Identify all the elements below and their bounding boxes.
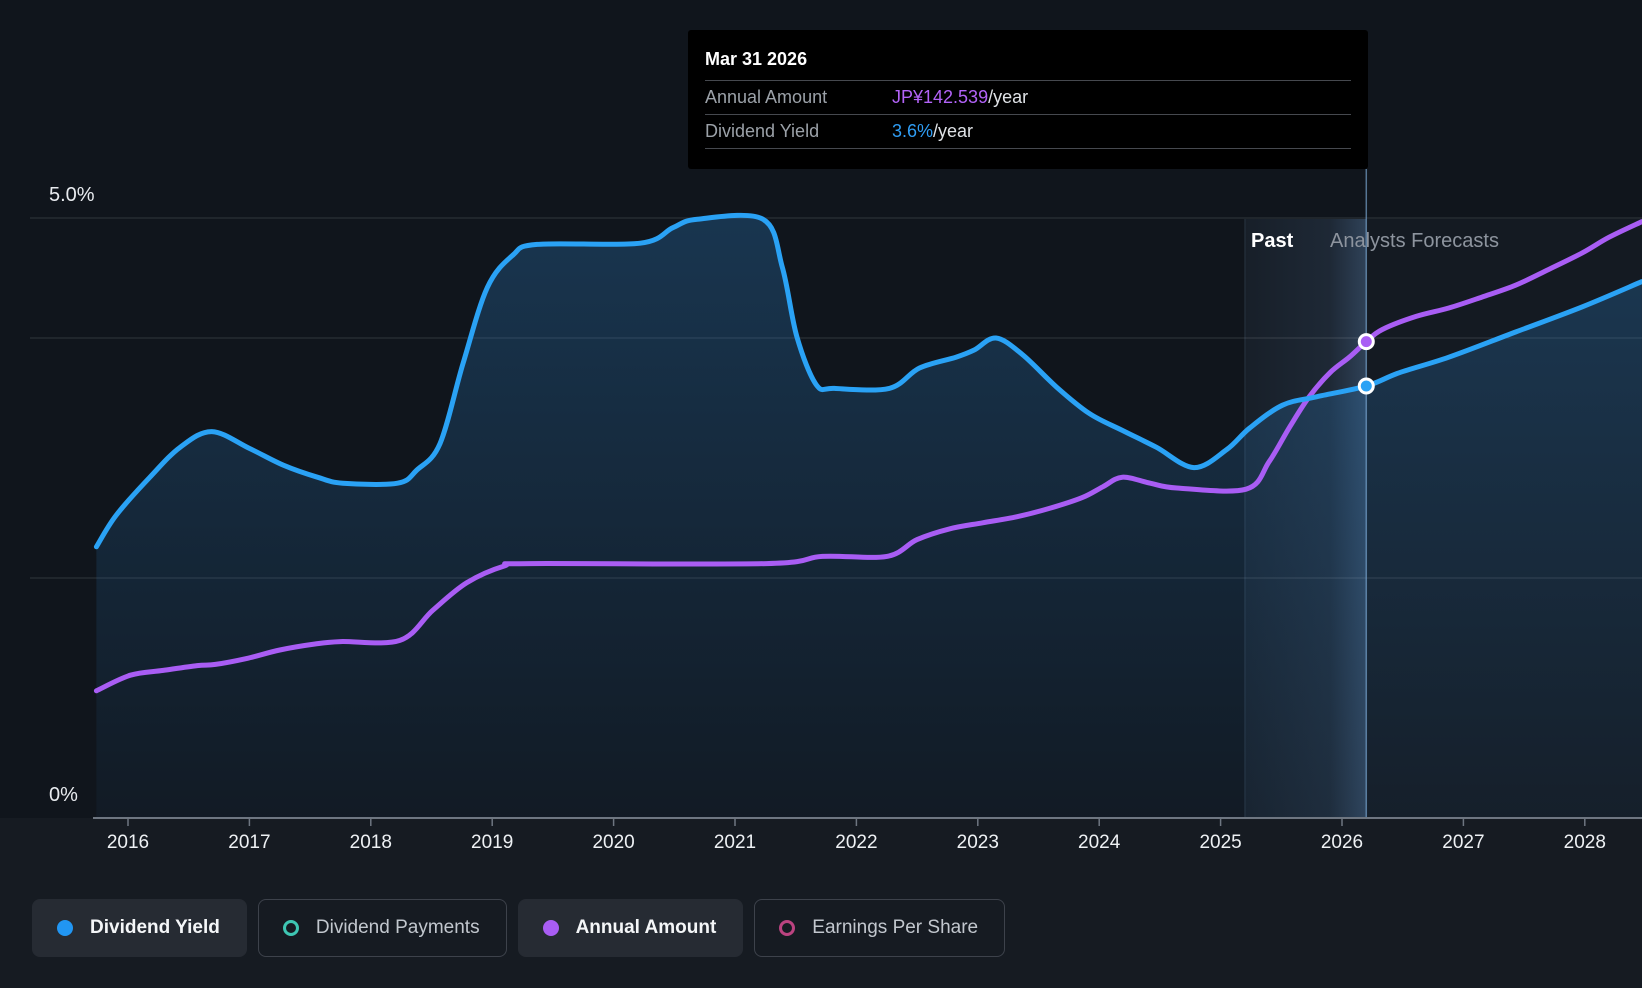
- past-label: Past: [1251, 230, 1294, 252]
- earnings-per-share-ring-icon: [779, 920, 796, 936]
- tooltip-label: Dividend Yield: [705, 121, 820, 141]
- x-axis-label-2025: 2025: [1199, 832, 1242, 853]
- x-axis-label-2026: 2026: [1320, 832, 1364, 853]
- legend-label: Annual Amount: [575, 917, 717, 938]
- legend-button-earnings-per-share[interactable]: Earnings Per Share: [754, 899, 1006, 957]
- tooltip-value: JP¥142.539: [892, 87, 989, 107]
- y-axis-label-5.0%: 5.0%: [49, 184, 95, 206]
- x-axis-label-2020: 2020: [592, 832, 635, 853]
- area-fill-dividend-yield: [96, 215, 1642, 819]
- legend-button-annual-amount[interactable]: Annual Amount: [517, 899, 744, 957]
- x-axis-label-2024: 2024: [1078, 832, 1121, 853]
- line-dividend-yield: [93, 212, 1642, 550]
- dividend-payments-ring-icon: [282, 920, 299, 936]
- legend: Dividend Yield Dividend Payments Annual …: [32, 899, 1006, 957]
- hover-marker-dividend-yield: [1357, 377, 1375, 395]
- y-axis-label-0%: 0%: [49, 784, 78, 806]
- tooltip-date: Mar 31 2026: [705, 49, 808, 69]
- tooltip-label: Annual Amount: [705, 87, 828, 107]
- dividend-yield-dot-icon: [57, 920, 73, 936]
- legend-label: Dividend Yield: [90, 917, 220, 938]
- hover-marker-annual-amount: [1357, 333, 1375, 351]
- annual-amount-dot-icon: [542, 920, 559, 936]
- line-annual-amount: [93, 219, 1642, 694]
- legend-button-dividend-yield[interactable]: Dividend Yield: [32, 899, 247, 957]
- legend-label: Earnings Per Share: [812, 917, 979, 938]
- hover-tooltip: Mar 31 2026 Annual Amount JP¥142.539 /ye…: [688, 30, 1368, 169]
- tooltip-suffix: /year: [988, 87, 1029, 107]
- x-axis-label-2017: 2017: [228, 832, 271, 853]
- analysts-forecasts-label: Analysts Forecasts: [1330, 230, 1499, 252]
- tooltip-row-annual-amount: Annual Amount JP¥142.539 /year: [705, 80, 1351, 114]
- x-axis-label-2018: 2018: [349, 832, 392, 853]
- x-axis-label-2023: 2023: [956, 832, 999, 853]
- legend-label: Dividend Payments: [315, 917, 480, 938]
- tooltip-suffix: /year: [933, 121, 974, 141]
- x-axis-label-2028: 2028: [1563, 832, 1606, 853]
- legend-button-dividend-payments[interactable]: Dividend Payments: [257, 899, 507, 957]
- tooltip-row-dividend-yield: Dividend Yield 3.6% /year: [705, 114, 1351, 149]
- tooltip-value: 3.6%: [892, 121, 934, 141]
- x-axis-label-2019: 2019: [471, 832, 514, 853]
- x-axis-label-2027: 2027: [1442, 832, 1485, 853]
- x-axis-label-2016: 2016: [106, 832, 150, 853]
- x-axis-label-2022: 2022: [835, 832, 878, 853]
- x-axis-label-2021: 2021: [713, 832, 757, 853]
